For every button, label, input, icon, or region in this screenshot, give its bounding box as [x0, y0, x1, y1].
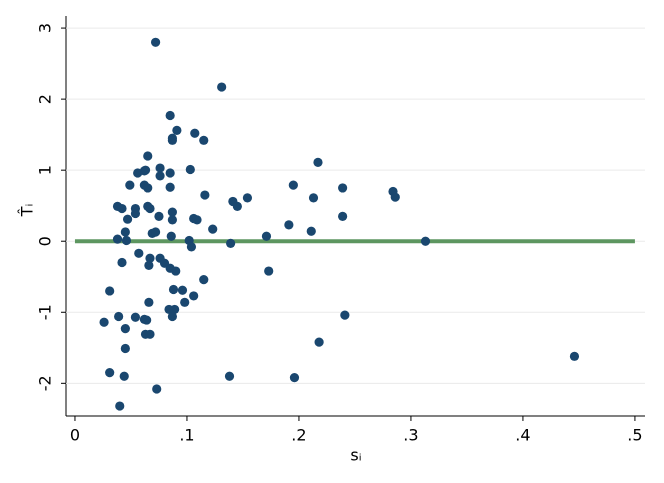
point — [134, 248, 144, 258]
point — [155, 163, 165, 173]
point — [217, 82, 227, 92]
point — [166, 231, 176, 241]
point — [133, 168, 143, 178]
point — [165, 110, 175, 121]
point — [340, 310, 350, 320]
point — [150, 37, 161, 47]
x-tick-label: .3 — [403, 426, 418, 445]
x-tick-label: 0 — [70, 426, 80, 445]
x-tick-label: .1 — [179, 426, 194, 445]
point — [115, 401, 125, 411]
point — [121, 235, 132, 246]
point — [167, 135, 177, 145]
point — [185, 164, 195, 175]
point — [130, 208, 141, 219]
x-tick-label: .4 — [515, 426, 530, 445]
point — [167, 311, 177, 322]
point — [192, 215, 202, 225]
point — [154, 211, 164, 221]
point — [289, 373, 300, 383]
point — [180, 297, 190, 307]
point — [338, 211, 348, 221]
y-axis-label: T̂ᵢ — [18, 204, 37, 218]
point — [144, 297, 154, 307]
point — [190, 128, 200, 138]
point — [167, 207, 177, 217]
point — [261, 231, 272, 241]
point — [167, 215, 177, 225]
point — [112, 234, 123, 244]
point — [119, 371, 129, 381]
point — [165, 168, 175, 178]
y-tick-label: 1 — [36, 165, 55, 175]
point — [145, 253, 155, 263]
point — [120, 343, 130, 354]
point — [420, 236, 431, 246]
point — [177, 285, 188, 295]
point — [569, 351, 580, 361]
point — [165, 182, 175, 192]
point — [313, 157, 323, 167]
point — [168, 284, 179, 295]
point — [105, 286, 115, 296]
point — [284, 220, 294, 230]
point — [99, 317, 109, 327]
point — [120, 324, 130, 334]
point — [130, 312, 141, 322]
point — [164, 304, 174, 315]
point — [143, 183, 153, 193]
point — [189, 291, 199, 301]
x-axis-label: sᵢ — [350, 446, 361, 465]
point — [120, 227, 130, 237]
point — [117, 257, 127, 268]
point — [143, 151, 153, 161]
point — [150, 227, 161, 237]
point — [152, 384, 162, 394]
point — [232, 201, 242, 212]
point — [155, 171, 165, 181]
point — [264, 266, 274, 276]
point — [338, 183, 348, 193]
y-tick-label: -1 — [36, 304, 55, 320]
point — [242, 193, 253, 203]
point — [125, 180, 135, 190]
x-tick-label: .2 — [291, 426, 306, 445]
point — [142, 315, 152, 325]
point — [140, 165, 151, 175]
point — [145, 329, 155, 339]
x-tick-label: .5 — [627, 426, 642, 445]
point — [390, 192, 400, 202]
point — [186, 242, 197, 252]
point — [288, 180, 298, 190]
point — [105, 368, 115, 378]
y-tick-label: 2 — [36, 94, 55, 104]
point — [208, 224, 218, 234]
point — [117, 203, 127, 214]
point — [122, 214, 133, 224]
point — [308, 193, 319, 203]
point — [224, 371, 235, 381]
y-tick-label: 0 — [36, 236, 55, 246]
point — [144, 260, 154, 270]
point — [200, 190, 210, 200]
point — [171, 266, 181, 276]
y-tick-label: -2 — [36, 375, 55, 391]
point — [199, 135, 209, 145]
point — [145, 203, 155, 214]
point — [199, 274, 209, 285]
y-tick-label: 3 — [36, 23, 55, 33]
point — [306, 226, 316, 236]
point — [226, 238, 236, 248]
point — [172, 125, 182, 135]
point — [114, 311, 124, 322]
point — [314, 337, 324, 347]
